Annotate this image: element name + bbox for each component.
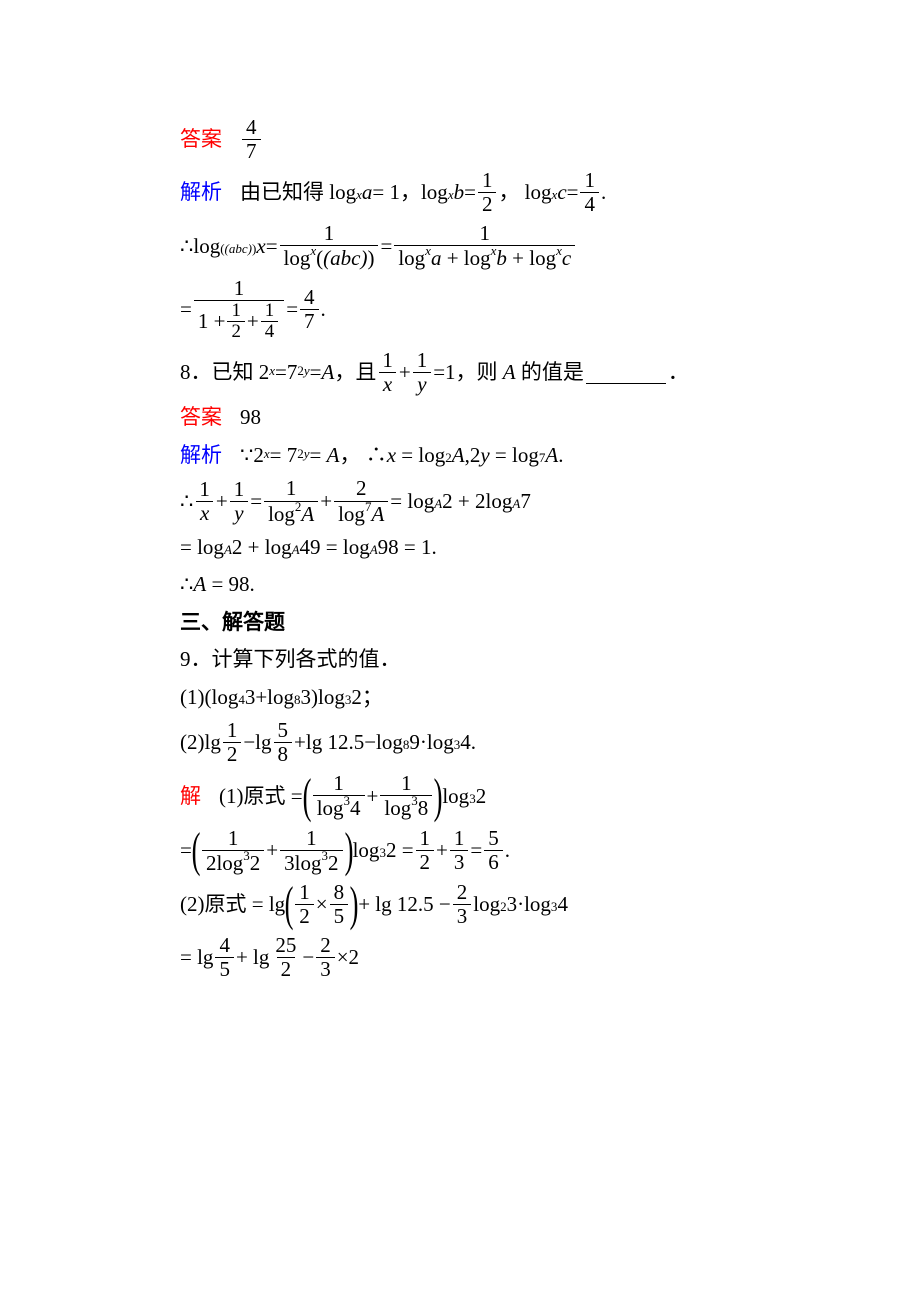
q9-solution-line1: 解 (1)原式 = ( 1log34 + 1log38 ) log32: [180, 772, 745, 820]
paren-right: ): [434, 775, 443, 818]
solve-label: 解: [180, 781, 201, 813]
q9-title: 9．计算下列各式的值．: [180, 644, 745, 676]
q9-solution-line2: = ( 12log32 + 13log32 ) log32 = 12 + 13 …: [180, 827, 745, 875]
q9-part2: (2)lg 12 −lg 58 +lg 12.5−log89·log34.: [180, 719, 745, 766]
analysis-label: 解析: [180, 440, 222, 472]
answer-label: 答案: [180, 124, 222, 156]
q8-analysis-line3: = logA2 + logA49 = logA98 = 1.: [180, 532, 745, 564]
q7-analysis-line3: = 1 1 + 12 + 14 = 47.: [180, 277, 745, 344]
q8-answer: 答案 98: [180, 402, 745, 434]
paren-left: (: [302, 775, 311, 818]
q9-solution-line3: (2)原式 = lg ( 12 × 85 ) + lg 12.5 − 23 lo…: [180, 881, 745, 928]
page: 答案 4 7 解析 由已知得 logxa = 1，logxb = 12 ， lo…: [0, 0, 920, 1302]
section-heading-3: 三、解答题: [180, 607, 745, 639]
answer-blank: [586, 362, 666, 384]
q8-question: 8．已知 2x =72y =A，且 1x + 1y =1，则 A 的值是 ．: [180, 349, 745, 396]
q7-answer: 答案 4 7: [180, 116, 745, 163]
q8-analysis-line1: 解析 ∵2x = 72y = A， ∴x = log2A,2y = log7A.: [180, 440, 745, 472]
q7-analysis-line1: 解析 由已知得 logxa = 1，logxb = 12 ， logxc = 1…: [180, 169, 745, 216]
answer-label: 答案: [180, 402, 222, 434]
q8-analysis-line2: ∴ 1x + 1y = 1log2A + 2log7A = logA2 + 2l…: [180, 477, 745, 525]
q7-analysis-line2: ∴log((abc))x = 1 logx((abc)) = 1 logxa +…: [180, 222, 745, 270]
fraction-4-7: 4 7: [242, 116, 261, 163]
q8-analysis-line4: ∴A = 98.: [180, 569, 745, 601]
q9-solution-line4: = lg 45 + lg 252 − 23 ×2: [180, 934, 745, 981]
q9-part1: (1)(log43+log83)log32；: [180, 682, 745, 714]
analysis-label: 解析: [180, 177, 222, 209]
